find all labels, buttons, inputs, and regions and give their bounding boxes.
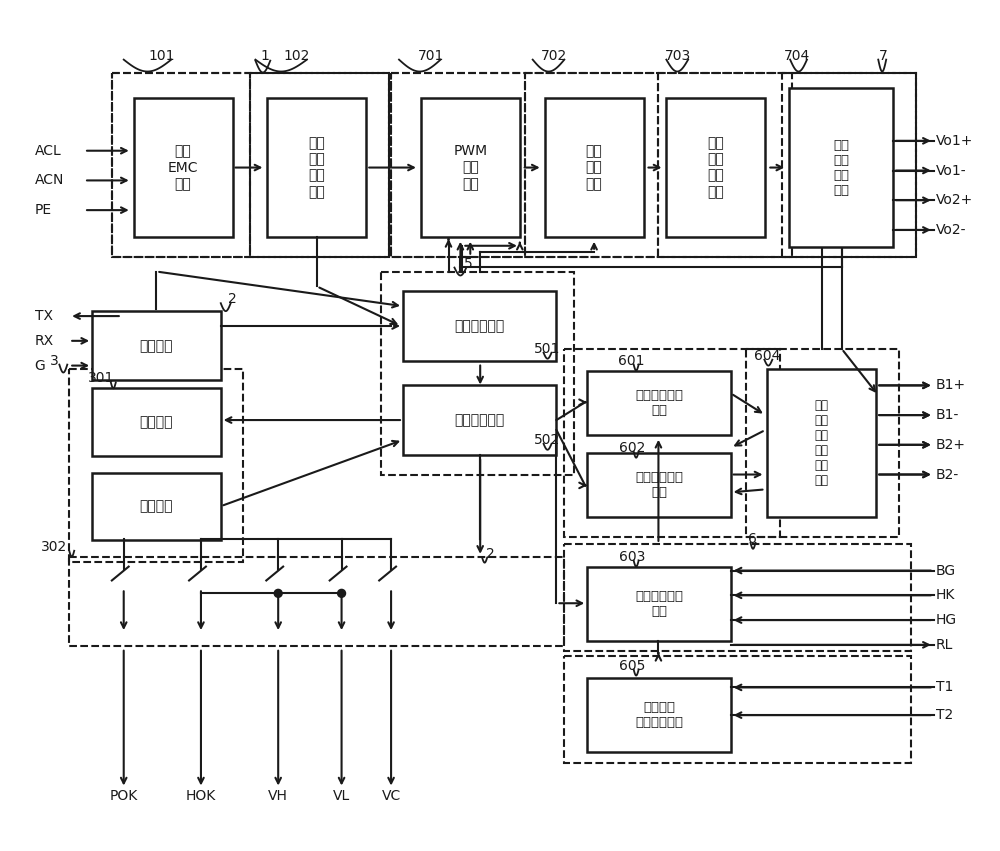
Bar <box>421 98 520 237</box>
Text: 按键单元: 按键单元 <box>140 500 173 513</box>
Text: VH: VH <box>268 790 288 803</box>
Text: HG: HG <box>936 613 957 627</box>
Text: 302: 302 <box>41 540 68 554</box>
Bar <box>92 388 221 455</box>
Text: 501: 501 <box>534 342 561 356</box>
Text: T2: T2 <box>936 708 953 722</box>
Bar <box>69 368 243 562</box>
Text: 703: 703 <box>665 49 691 63</box>
Text: PE: PE <box>35 203 52 217</box>
Text: 电池
输入
输出
检测
保护
单元: 电池 输入 输出 检测 保护 单元 <box>815 399 829 487</box>
Bar <box>666 98 765 237</box>
Text: T1: T1 <box>936 681 953 694</box>
Text: 601: 601 <box>618 354 645 368</box>
Bar <box>391 73 916 257</box>
Text: 704: 704 <box>784 49 810 63</box>
Text: VC: VC <box>381 790 401 803</box>
Text: B1-: B1- <box>936 408 959 422</box>
Text: 603: 603 <box>619 550 645 563</box>
Text: 高压
整流
滤波
单元: 高压 整流 滤波 单元 <box>308 136 325 199</box>
Text: 701: 701 <box>417 49 444 63</box>
Text: 7: 7 <box>879 49 888 63</box>
Text: 电池活化管理
单元: 电池活化管理 单元 <box>635 590 683 618</box>
Text: TX: TX <box>35 309 53 323</box>
Bar <box>564 656 911 762</box>
Bar <box>767 368 876 517</box>
Text: 功率
变换
单元: 功率 变换 单元 <box>586 145 602 191</box>
Bar <box>403 386 556 454</box>
Text: 702: 702 <box>541 49 568 63</box>
Bar <box>545 98 644 237</box>
Text: 1: 1 <box>261 49 270 63</box>
Bar <box>112 73 389 257</box>
Text: 电池内阻
温度监测单元: 电池内阻 温度监测单元 <box>635 700 683 728</box>
Text: 电池充电管理
单元: 电池充电管理 单元 <box>635 389 683 417</box>
Bar <box>564 349 780 537</box>
Circle shape <box>338 590 346 597</box>
Text: 502: 502 <box>534 433 561 447</box>
Text: 2: 2 <box>228 292 237 306</box>
Text: 输出
检测
保护
单元: 输出 检测 保护 单元 <box>833 139 849 197</box>
Bar <box>564 544 911 651</box>
Text: 监测控制单元: 监测控制单元 <box>455 413 505 427</box>
Text: B1+: B1+ <box>936 379 966 392</box>
Text: VL: VL <box>333 790 350 803</box>
Text: 输出
整流
滤波
单元: 输出 整流 滤波 单元 <box>707 136 724 199</box>
Text: 辅助电源单元: 辅助电源单元 <box>455 319 505 333</box>
Text: B2-: B2- <box>936 467 959 482</box>
Circle shape <box>274 590 282 597</box>
Bar <box>587 453 731 517</box>
Text: 602: 602 <box>619 441 645 454</box>
Bar <box>69 557 564 646</box>
Text: HOK: HOK <box>186 790 216 803</box>
Text: 102: 102 <box>284 49 310 63</box>
Text: 604: 604 <box>754 349 781 363</box>
Bar <box>746 349 899 537</box>
Text: RX: RX <box>35 334 54 348</box>
Text: ACL: ACL <box>35 144 61 157</box>
Bar <box>391 73 525 257</box>
Bar <box>587 567 731 641</box>
Bar <box>134 98 233 237</box>
Bar <box>403 291 556 361</box>
Bar <box>267 98 366 237</box>
Text: G: G <box>35 358 45 373</box>
Text: Vo1-: Vo1- <box>936 163 966 178</box>
Bar <box>381 271 574 475</box>
Bar <box>587 677 731 751</box>
Bar <box>92 472 221 540</box>
Text: B2+: B2+ <box>936 437 966 452</box>
Text: RL: RL <box>936 638 953 652</box>
Bar <box>587 370 731 435</box>
Text: 2: 2 <box>486 546 494 561</box>
Text: ACN: ACN <box>35 174 64 187</box>
Text: POK: POK <box>110 790 138 803</box>
Bar <box>525 73 658 257</box>
Text: Vo1+: Vo1+ <box>936 134 973 148</box>
Bar <box>789 89 893 247</box>
Text: PWM
控制
单元: PWM 控制 单元 <box>453 145 487 191</box>
Text: Vo2-: Vo2- <box>936 223 966 237</box>
Text: HK: HK <box>936 588 955 603</box>
Bar <box>250 73 389 257</box>
Text: 605: 605 <box>619 659 645 672</box>
Text: 6: 6 <box>748 532 757 545</box>
Text: 通信模块: 通信模块 <box>140 339 173 353</box>
Text: Vo2+: Vo2+ <box>936 193 973 208</box>
Text: 3: 3 <box>50 354 59 368</box>
Bar <box>112 73 250 257</box>
Text: 101: 101 <box>148 49 175 63</box>
Text: 显示单元: 显示单元 <box>140 415 173 429</box>
Text: 输入
EMC
单元: 输入 EMC 单元 <box>168 145 198 191</box>
Bar <box>92 311 221 380</box>
Text: 5: 5 <box>464 257 473 271</box>
Bar <box>658 73 792 257</box>
Text: 301: 301 <box>88 372 114 386</box>
Text: BG: BG <box>936 563 956 578</box>
Text: 电池放电管理
单元: 电池放电管理 单元 <box>635 471 683 499</box>
Bar <box>782 73 916 257</box>
